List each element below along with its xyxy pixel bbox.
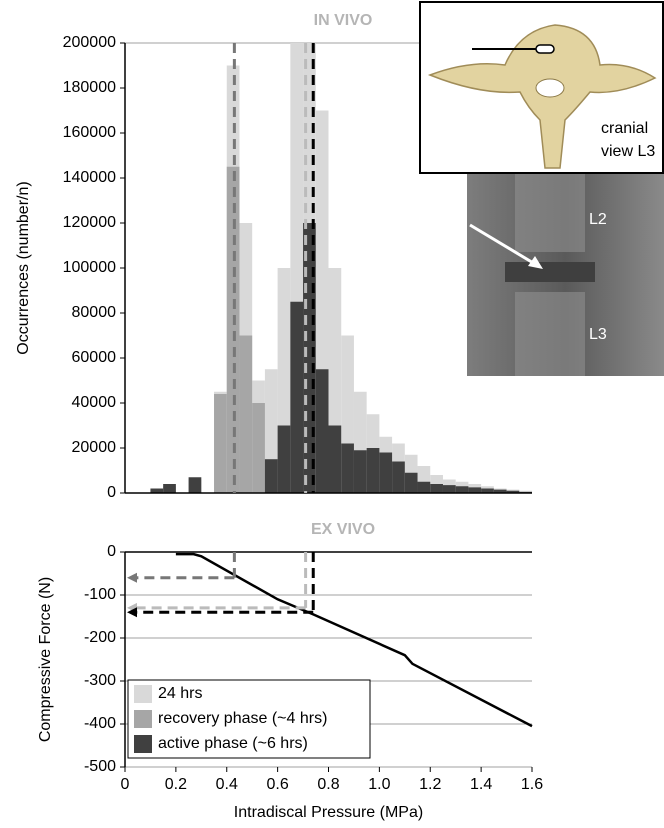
- histogram-bar: [442, 485, 456, 493]
- histogram-bar: [353, 450, 367, 493]
- x-tick-label: 0: [121, 776, 130, 793]
- inset-photo: cranial view L3: [419, 1, 664, 174]
- photo-caption: cranial: [601, 120, 648, 137]
- y-tick-label: -300: [84, 672, 116, 689]
- y-tick-label: -400: [84, 715, 116, 732]
- x-tick-label: 1.6: [521, 776, 543, 793]
- histogram-bar: [315, 369, 329, 493]
- y-tick-label: -500: [84, 758, 116, 775]
- xray-label: L2: [589, 211, 607, 228]
- arrow-head: [127, 572, 137, 583]
- y-tick-label: 0: [107, 543, 116, 560]
- histogram-bar: [214, 394, 227, 493]
- legend: 24 hrs recovery phase (~4 hrs) active phas…: [127, 679, 371, 759]
- histogram-bar: [163, 484, 176, 493]
- y-tick-label: 80000: [72, 304, 117, 321]
- y-tick-label: 60000: [72, 349, 117, 366]
- y-axis-label: Occurrences (number/n): [15, 181, 32, 354]
- legend-label: 24 hrs: [158, 685, 202, 702]
- histogram-bar: [493, 489, 507, 493]
- inset-xray: L2 L3: [467, 174, 664, 376]
- histogram-bar: [468, 487, 482, 493]
- y-tick-label: 200000: [63, 34, 116, 51]
- x-tick-label: 1.2: [419, 776, 441, 793]
- histogram-bar: [379, 452, 393, 493]
- photo-caption: view L3: [601, 143, 655, 160]
- histogram-bar: [264, 459, 278, 493]
- x-tick-label: 0.6: [267, 776, 289, 793]
- y-tick-label: 180000: [63, 79, 116, 96]
- xray-label: L3: [589, 326, 607, 343]
- x-axis-label: Intradiscal Pressure (MPa): [234, 804, 423, 821]
- histogram-bar: [252, 403, 265, 493]
- legend-swatch: [134, 685, 152, 703]
- chart-title: EX VIVO: [311, 521, 375, 538]
- y-tick-label: 100000: [63, 259, 116, 276]
- histogram-bar: [150, 488, 164, 493]
- histogram-bar: [430, 484, 443, 493]
- histogram-bar: [455, 486, 469, 493]
- histogram-bar: [239, 335, 253, 493]
- legend-swatch: [134, 735, 152, 753]
- y-tick-label: -100: [84, 586, 116, 603]
- histogram-bar: [481, 488, 494, 493]
- histogram-bar: [226, 166, 240, 493]
- legend-swatch: [134, 710, 152, 728]
- histogram-bar: [328, 425, 342, 493]
- y-axis-label: Compressive Force (N): [37, 577, 54, 742]
- histogram-bar: [188, 477, 202, 493]
- legend-box: [127, 679, 371, 759]
- x-tick-label: 1.4: [470, 776, 492, 793]
- histogram-bar: [417, 481, 431, 493]
- x-tick-label: 0.4: [216, 776, 238, 793]
- histogram-bar: [506, 490, 520, 493]
- y-tick-label: 20000: [72, 439, 117, 456]
- legend-label: recovery phase (~4 hrs): [158, 710, 327, 727]
- chart-title: IN VIVO: [314, 12, 373, 29]
- y-tick-label: 0: [107, 484, 116, 501]
- x-tick-label: 0.2: [165, 776, 187, 793]
- x-tick-label: 1.0: [368, 776, 390, 793]
- histogram-bar: [290, 301, 304, 493]
- histogram-bar: [404, 472, 418, 493]
- y-tick-label: 140000: [63, 169, 116, 186]
- histogram-bar: [277, 425, 291, 493]
- y-tick-label: 40000: [72, 394, 117, 411]
- plot-area: [150, 43, 532, 493]
- arrow-head: [127, 607, 137, 618]
- force-line: [175, 552, 533, 728]
- y-tick-label: -200: [84, 629, 116, 646]
- histogram-bar: [341, 443, 354, 493]
- y-tick-label: 160000: [63, 124, 116, 141]
- legend-label: active phase (~6 hrs): [158, 735, 308, 752]
- histogram-bar: [366, 448, 380, 493]
- x-tick-label: 0.8: [317, 776, 339, 793]
- histogram-bar: [392, 461, 405, 493]
- y-tick-label: 120000: [63, 214, 116, 231]
